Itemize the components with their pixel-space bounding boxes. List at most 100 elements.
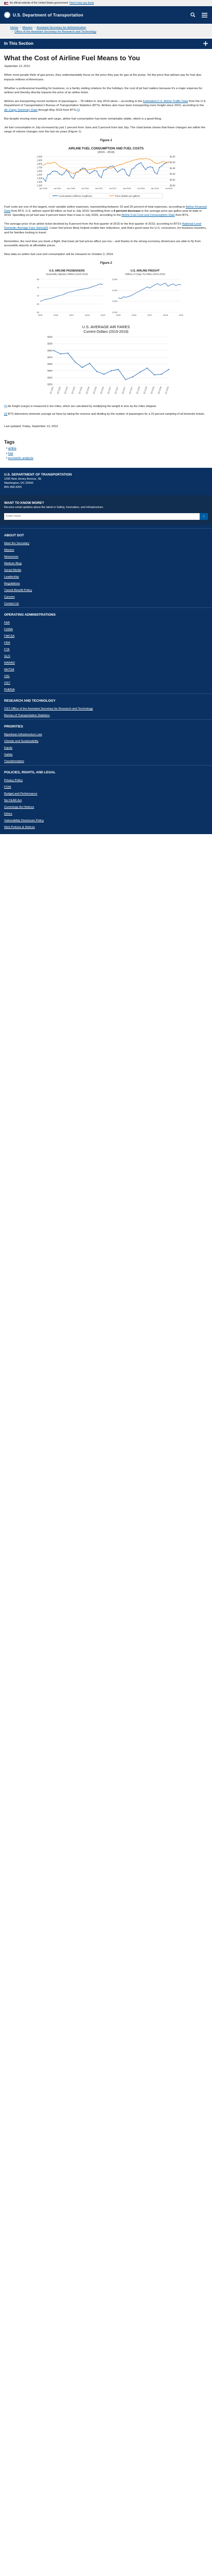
article-body-main: Fuel costs are one of the largest, most … [4,205,208,257]
footer-nav-link[interactable]: GLS [4,655,10,658]
footnote-1-ref[interactable]: [1] [4,404,8,408]
article-paragraph: But despite moving more people and cargo… [4,117,208,121]
footer-nav-item: Bipartisan Infrastructure Law [0,732,212,738]
inline-link[interactable]: Air Cargo Summary Data [4,108,38,112]
airfare-point [147,367,148,368]
panel-subtitle: Seasonally Adjusted, Millions (2015-2019… [46,273,88,275]
footer-nav-link[interactable]: Ethics [4,812,12,816]
footer-nav-link[interactable]: Newsroom [4,555,19,558]
site-title[interactable]: U.S. Department of Transportation [13,12,83,18]
footer-nav-link[interactable]: Mission [4,549,14,552]
y-tick-label: 80 [37,278,40,280]
footer-nav-link[interactable]: Careers [4,596,15,599]
x-tick-label: Jan 2019 [151,188,159,190]
footer-nav-link[interactable]: FHWA [4,628,13,631]
footer-nav-link[interactable]: Transit Benefit Policy [4,589,32,592]
footer-nav-link[interactable]: Web Policies & Notices [4,826,35,829]
footer-nav-link[interactable]: No FEAR Act [4,799,22,802]
footer-nav-link[interactable]: OST [4,682,10,685]
footer-nav-link[interactable]: Equity [4,747,13,750]
footer-nav-link[interactable]: OIG [4,675,10,678]
tag-economic-analysis[interactable]: economic analysis [8,457,33,461]
footer-nav-item: GLS [0,653,212,660]
menu-icon[interactable] [201,11,208,19]
footer-nav-list: Privacy Policy FOIA Budget and Performance… [0,777,212,831]
footer-nav-link[interactable]: Meet the Secretary [4,542,29,545]
footer-nav-link[interactable]: Privacy Policy [4,779,23,782]
footer-nav: ABOUT DOT Meet the Secretary Mission Newsro… [0,524,212,834]
footer-nav-link[interactable]: Safety [4,753,13,756]
y-right-tick-label: $2.50 [170,155,175,158]
footer-nav-link[interactable]: Medium Blog [4,562,22,565]
footer-nav-link[interactable]: Social Media [4,569,22,572]
consumption-point [98,175,100,176]
footer-nav-link[interactable]: Bipartisan Infrastructure Law [4,733,42,736]
footer-nav-link[interactable]: Budget and Performance [4,792,38,795]
footer-nav-link[interactable]: FOIA [4,786,11,789]
footer-nav-list: FAA FHWA FMCSA FRA FTA GLS MARAD NHTSA OIG OST PHM… [0,620,212,693]
footnote-2-ref[interactable]: [2] [4,413,8,416]
footer-nav-link[interactable]: Leadership [4,575,19,579]
tag-airline[interactable]: airline [8,447,16,451]
consumption-point [161,165,163,166]
consumption-point [94,170,95,171]
consumption-point [91,171,93,173]
price-point [63,168,65,169]
tag-fuel[interactable]: fuel [8,452,13,455]
breadcrumb-ost-r[interactable]: Office of the Assistant Secretary for Re… [14,30,97,34]
consumption-point [164,163,165,164]
footer-nav-link[interactable]: NHTSA [4,668,14,671]
dot-seal-icon[interactable] [4,12,10,18]
x-tick-label: Q4 2015 [71,386,76,394]
x-tick-label: 2016 [54,314,59,316]
footer-nav-link[interactable]: FTA [4,648,10,651]
inline-link[interactable]: Airline Fuel Cost and Consumption Data [121,214,175,217]
x-tick-label: 2015 [38,314,43,316]
inline-link[interactable]: Estimated U.S. Airline Traffic Data [143,100,188,104]
signup-submit-button[interactable]: › [200,513,208,520]
footer-nav-link[interactable]: Vulnerability Disclosure Policy [4,819,44,822]
airfare-point [53,349,54,351]
footer-nav-link[interactable]: Bureau of Transportation Statistics [4,714,50,717]
price-point [143,158,144,159]
footer-nav-item: Equity [0,745,212,752]
inline-link[interactable]: [2] [44,227,48,230]
footer-nav-link[interactable]: Contact Us [4,602,19,605]
inline-link[interactable]: Airline Financial Data [4,205,207,213]
inline-link[interactable]: [1] [76,108,80,112]
footer-nav-link[interactable]: FMCSA [4,635,15,638]
signup-description: Receive email updates about the latest i… [4,505,104,509]
footer-nav-link[interactable]: Regulations [4,582,20,585]
breadcrumb-home[interactable]: Home [10,26,19,29]
footer-nav-item: Web Policies & Notices [0,824,212,831]
footer-nav-link[interactable]: Transformation [4,760,24,763]
search-icon[interactable] [189,11,197,19]
plus-icon [203,41,208,46]
inline-link[interactable]: National-Level Domestic Average Fare Ser… [4,223,202,230]
footer-nav-link[interactable]: MARAD [4,662,15,665]
footer-nav-link[interactable]: PHMSA [4,688,15,691]
consumption-point [105,168,107,170]
heres-how-you-know-link[interactable]: Here's how you know [69,2,94,5]
footer-nav-link[interactable]: FAA [4,621,10,624]
footer-nav-link[interactable]: Cummings Act Notices [4,806,34,809]
footer-nav-heading: POLICIES, RIGHTS, AND LEGAL [0,765,212,777]
paragraph-text: But despite moving more people and cargo… [4,117,162,121]
price-point [145,158,146,159]
footer-nav-link[interactable]: FRA [4,641,10,645]
footnote-1: [1] Air freight (cargo) is measured in t… [4,405,208,409]
footer-nav-item: FAA [0,620,212,626]
paragraph-text: in the average price per gallon year-to-… [4,209,202,217]
email-input[interactable] [4,513,200,520]
consumption-point [70,176,72,177]
footer-phone: 855-368-4200 [4,485,22,489]
footer-nav-link[interactable]: Climate and Sustainability [4,740,39,743]
breadcrumb-assistant-secretary-admin[interactable]: Assistant Secretary for Administration [37,26,86,29]
gov-banner: An official website of the United States… [0,0,212,6]
footer-nav-link[interactable]: OST Office of the Assistant Secretary fo… [4,707,93,710]
in-this-section-toggle[interactable]: In This Section [0,38,212,49]
y-tick-label: $340 [47,376,52,379]
footer-nav-item: No FEAR Act [0,798,212,804]
price-point [108,167,109,168]
breadcrumb-mission[interactable]: Mission [22,26,33,29]
